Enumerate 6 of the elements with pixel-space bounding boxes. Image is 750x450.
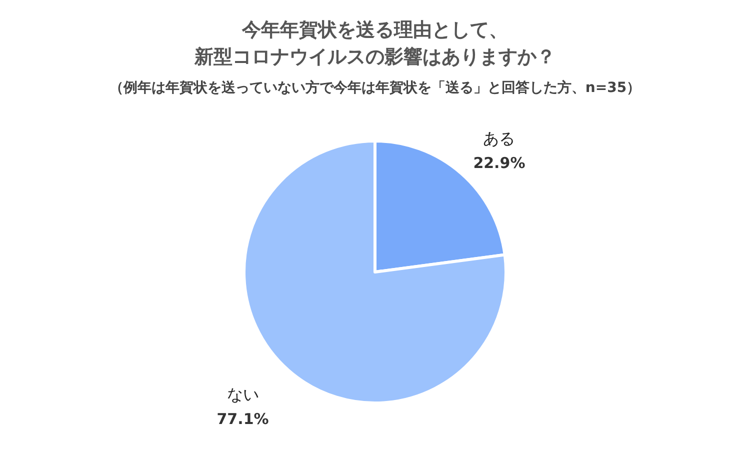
chart-subtitle: （例年は年賀状を送っていない方で今年は年賀状を「送る」と回答した方、n=35）: [109, 79, 641, 96]
data-label: 77.1%: [216, 410, 269, 428]
chart-title: 今年年賀状を送る理由として、新型コロナウイルスの影響はありますか？: [194, 19, 556, 68]
slice-label: ある: [483, 128, 516, 148]
data-label: 22.9%: [473, 154, 526, 172]
slice-label: ない: [226, 385, 259, 404]
